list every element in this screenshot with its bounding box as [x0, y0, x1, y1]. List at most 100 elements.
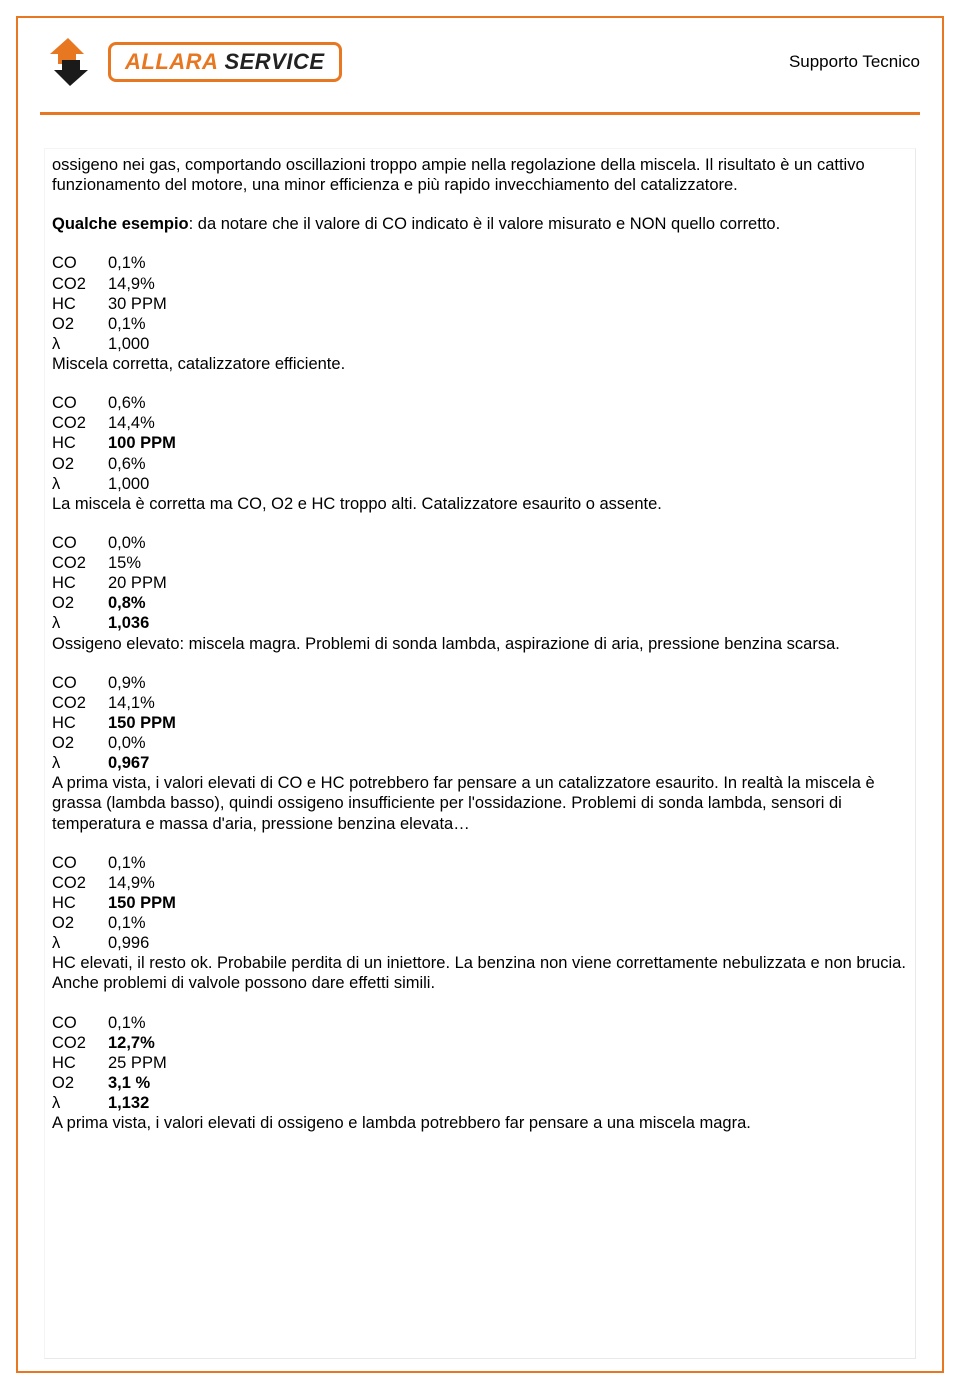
header-rule [40, 112, 920, 115]
measurement-label: O2 [52, 1073, 108, 1093]
measurement-value: 0,1% [108, 913, 146, 933]
measurement-value: 20 PPM [108, 573, 167, 593]
measurement-row: CO214,9% [52, 873, 908, 893]
measurement-label: O2 [52, 913, 108, 933]
measurement-row: λ1,000 [52, 474, 908, 494]
example-block: CO0,9%CO214,1%HC150 PPMO20,0%λ0,967A pri… [52, 673, 908, 834]
notice-label: Qualche esempio [52, 215, 189, 233]
measurement-row: CO0,1% [52, 853, 908, 873]
measurement-value: 0,0% [108, 533, 146, 553]
measurement-label: O2 [52, 314, 108, 334]
example-note: Ossigeno elevato: miscela magra. Problem… [52, 634, 908, 654]
measurement-label: O2 [52, 593, 108, 613]
example-note: La miscela è corretta ma CO, O2 e HC tro… [52, 494, 908, 514]
measurement-label: λ [52, 753, 108, 773]
measurement-value: 14,9% [108, 873, 155, 893]
measurement-value: 0,6% [108, 454, 146, 474]
measurement-value: 1,000 [108, 474, 149, 494]
measurement-row: HC150 PPM [52, 893, 908, 913]
measurement-row: CO0,1% [52, 253, 908, 273]
example-note: Miscela corretta, catalizzatore efficien… [52, 354, 908, 374]
logo-service: SERVICE [224, 49, 324, 75]
measurement-value: 12,7% [108, 1033, 155, 1053]
measurement-label: CO2 [52, 693, 108, 713]
measurement-value: 30 PPM [108, 294, 167, 314]
measurement-label: CO2 [52, 413, 108, 433]
measurement-label: HC [52, 573, 108, 593]
measurement-row: O20,1% [52, 913, 908, 933]
measurement-value: 1,036 [108, 613, 149, 633]
measurement-row: λ1,132 [52, 1093, 908, 1113]
measurement-value: 0,1% [108, 314, 146, 334]
measurement-value: 0,6% [108, 393, 146, 413]
measurement-label: CO [52, 673, 108, 693]
notice-paragraph: Qualche esempio: da notare che il valore… [52, 214, 908, 234]
measurement-label: HC [52, 294, 108, 314]
measurement-row: CO212,7% [52, 1033, 908, 1053]
measurement-row: O20,1% [52, 314, 908, 334]
measurement-label: CO [52, 253, 108, 273]
measurement-row: O20,0% [52, 733, 908, 753]
measurement-value: 15% [108, 553, 141, 573]
measurement-value: 1,132 [108, 1093, 149, 1113]
measurement-value: 14,9% [108, 274, 155, 294]
example-block: CO0,0%CO215%HC20 PPMO20,8%λ1,036Ossigeno… [52, 533, 908, 654]
measurement-label: CO [52, 1013, 108, 1033]
measurement-label: HC [52, 433, 108, 453]
measurement-value: 0,0% [108, 733, 146, 753]
logo: ALLARA SERVICE [40, 36, 342, 88]
measurement-row: CO215% [52, 553, 908, 573]
measurement-value: 0,9% [108, 673, 146, 693]
example-block: CO0,6%CO214,4%HC100 PPMO20,6%λ1,000La mi… [52, 393, 908, 514]
measurement-label: λ [52, 613, 108, 633]
logo-text-box: ALLARA SERVICE [108, 42, 342, 82]
measurement-label: HC [52, 713, 108, 733]
measurement-label: CO [52, 533, 108, 553]
measurement-label: λ [52, 334, 108, 354]
measurement-row: HC100 PPM [52, 433, 908, 453]
measurement-label: λ [52, 1093, 108, 1113]
measurement-row: CO0,0% [52, 533, 908, 553]
measurement-label: HC [52, 893, 108, 913]
measurement-label: CO2 [52, 873, 108, 893]
measurement-row: HC150 PPM [52, 713, 908, 733]
measurement-value: 0,1% [108, 853, 146, 873]
measurement-row: CO214,4% [52, 413, 908, 433]
example-block: CO0,1%CO212,7%HC25 PPMO23,1 %λ1,132A pri… [52, 1013, 908, 1134]
example-note: HC elevati, il resto ok. Probabile perdi… [52, 953, 908, 993]
measurement-row: HC20 PPM [52, 573, 908, 593]
measurement-row: HC30 PPM [52, 294, 908, 314]
measurement-label: O2 [52, 454, 108, 474]
measurement-row: λ1,000 [52, 334, 908, 354]
example-block: CO0,1%CO214,9%HC150 PPMO20,1%λ0,996HC el… [52, 853, 908, 994]
measurement-value: 150 PPM [108, 893, 176, 913]
measurement-row: CO0,1% [52, 1013, 908, 1033]
measurement-row: O20,8% [52, 593, 908, 613]
measurement-label: O2 [52, 733, 108, 753]
measurement-value: 100 PPM [108, 433, 176, 453]
document-body: ossigeno nei gas, comportando oscillazio… [52, 155, 908, 1353]
measurement-value: 3,1 % [108, 1073, 150, 1093]
header-subtitle: Supporto Tecnico [789, 52, 920, 72]
measurement-row: λ0,967 [52, 753, 908, 773]
measurement-label: CO2 [52, 1033, 108, 1053]
measurement-row: O23,1 % [52, 1073, 908, 1093]
measurement-row: CO214,9% [52, 274, 908, 294]
measurement-label: CO2 [52, 553, 108, 573]
example-note: A prima vista, i valori elevati di CO e … [52, 773, 908, 833]
measurement-label: HC [52, 1053, 108, 1073]
measurement-row: CO214,1% [52, 693, 908, 713]
measurement-row: O20,6% [52, 454, 908, 474]
page-header: ALLARA SERVICE Supporto Tecnico [40, 36, 920, 88]
measurement-row: λ1,036 [52, 613, 908, 633]
measurement-value: 25 PPM [108, 1053, 167, 1073]
measurement-value: 150 PPM [108, 713, 176, 733]
measurement-label: CO2 [52, 274, 108, 294]
example-block: CO0,1%CO214,9%HC30 PPMO20,1%λ1,000Miscel… [52, 253, 908, 374]
example-note: A prima vista, i valori elevati di ossig… [52, 1113, 908, 1133]
measurement-value: 14,4% [108, 413, 155, 433]
notice-rest: : da notare che il valore di CO indicato… [189, 215, 781, 233]
measurement-row: CO0,6% [52, 393, 908, 413]
measurement-value: 14,1% [108, 693, 155, 713]
measurement-label: CO [52, 853, 108, 873]
